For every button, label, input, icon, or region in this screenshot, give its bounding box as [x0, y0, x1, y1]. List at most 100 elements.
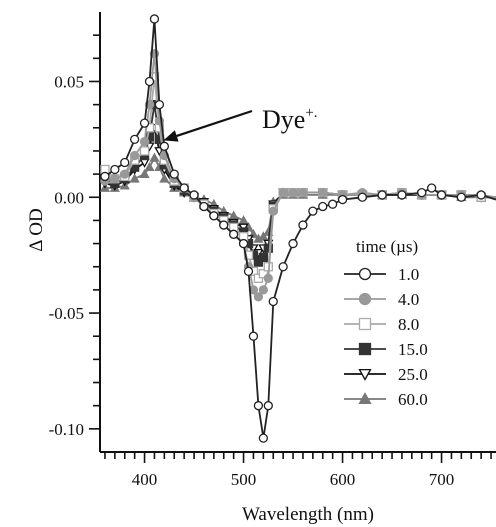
annotation-superscript: +.: [305, 105, 317, 121]
data-point: [209, 211, 219, 221]
series-4.0: [100, 49, 496, 302]
legend-marker: [358, 342, 372, 356]
y-tick-label: 0.05: [54, 72, 84, 91]
data-point: [357, 192, 368, 202]
data-point: [288, 187, 298, 198]
plot-frame: [99, 12, 496, 453]
legend-item-8.0: 8.0: [344, 315, 419, 334]
x-axis-title: Wavelength (nm): [242, 504, 374, 525]
legend-items: 1.0 4.0 8.0 15.0 25.0 60.0: [344, 265, 428, 409]
data-point: [144, 123, 155, 133]
x-tick-label: 500: [231, 470, 257, 489]
data-point: [278, 262, 288, 272]
data-point: [149, 14, 160, 24]
data-point: [258, 285, 269, 295]
y-axis-title: Δ OD: [26, 208, 47, 251]
data-point: [337, 194, 348, 205]
data-point: [129, 173, 140, 183]
series-1.0: [100, 14, 496, 443]
data-point: [263, 273, 273, 283]
legend-item-1.0: 1.0: [344, 265, 419, 284]
data-point: [139, 137, 150, 147]
data-point: [110, 164, 120, 175]
annotation: Dye+.: [163, 105, 318, 142]
legend-marker: [358, 292, 372, 306]
data-point: [144, 76, 155, 87]
y-tick-label: -0.10: [49, 420, 84, 439]
data-point: [278, 187, 288, 198]
legend-label: 8.0: [398, 315, 419, 334]
data-point: [129, 150, 140, 161]
data-point: [476, 190, 486, 200]
x-tick-label: 700: [429, 470, 455, 489]
annotation-text: Dye+.: [262, 105, 318, 134]
legend-item-15.0: 15.0: [344, 340, 428, 359]
data-point: [243, 266, 254, 277]
data-point: [288, 238, 298, 249]
y-tick-label: -0.05: [49, 304, 84, 323]
data-point: [243, 250, 254, 260]
x-axis-ticks: 400 500 600 700: [104, 452, 492, 489]
legend-marker: [358, 267, 372, 281]
data-point: [268, 206, 278, 216]
data-point: [258, 252, 269, 263]
legend-marker: [358, 392, 372, 405]
data-point: [377, 190, 387, 200]
data-point: [318, 187, 328, 198]
legend-title: time (µs): [356, 237, 418, 256]
annotation-main: Dye: [262, 105, 305, 134]
data-point: [298, 187, 308, 198]
data-point: [456, 192, 467, 202]
data-point: [397, 190, 407, 200]
data-point: [327, 199, 338, 209]
data-point: [436, 190, 447, 200]
annotation-arrowhead: [163, 130, 179, 142]
data-point: [129, 134, 140, 145]
data-point: [100, 171, 110, 182]
data-point: [253, 401, 264, 411]
data-point: [120, 157, 130, 168]
data-point: [154, 99, 165, 110]
legend-label: 15.0: [398, 340, 428, 359]
data-point: [253, 292, 264, 302]
data-point: [144, 161, 155, 172]
data-point: [159, 173, 170, 183]
data-point: [228, 229, 239, 239]
legend-item-25.0: 25.0: [344, 365, 428, 384]
data-point: [263, 243, 273, 253]
legend-label: 60.0: [398, 390, 428, 409]
data-point: [308, 206, 318, 216]
data-point: [258, 269, 269, 279]
data-point: [248, 331, 259, 341]
y-axis-ticks: 0.05 0.00 -0.05 -0.10: [49, 34, 100, 439]
data-point: [120, 169, 130, 179]
data-point: [219, 220, 229, 230]
legend-label: 1.0: [398, 265, 419, 284]
legend-item-4.0: 4.0: [344, 290, 419, 309]
data-point: [159, 141, 170, 151]
data-point: [139, 146, 150, 156]
x-tick-label: 600: [330, 470, 356, 489]
legend-marker: [358, 317, 372, 331]
y-tick-label: 0.00: [54, 188, 84, 207]
data-point: [139, 118, 150, 128]
data-point: [268, 296, 278, 307]
legend-label: 25.0: [398, 365, 428, 384]
data-point: [199, 201, 209, 212]
legend-item-60.0: 60.0: [344, 390, 428, 409]
data-point: [169, 169, 179, 179]
annotation-arrow: [176, 109, 253, 137]
data-point: [149, 152, 160, 162]
data-point: [139, 168, 150, 178]
data-point: [426, 183, 437, 193]
legend: time (µs) 1.0 4.0 8.0 15.0 25.0 60.0: [344, 237, 428, 409]
series-layer: [99, 14, 496, 443]
legend-marker: [358, 368, 372, 381]
data-point: [238, 238, 249, 249]
x-tick-label: 400: [132, 470, 158, 489]
data-point: [298, 220, 308, 230]
legend-label: 4.0: [398, 290, 419, 309]
data-point: [258, 433, 269, 443]
data-point: [110, 174, 120, 184]
